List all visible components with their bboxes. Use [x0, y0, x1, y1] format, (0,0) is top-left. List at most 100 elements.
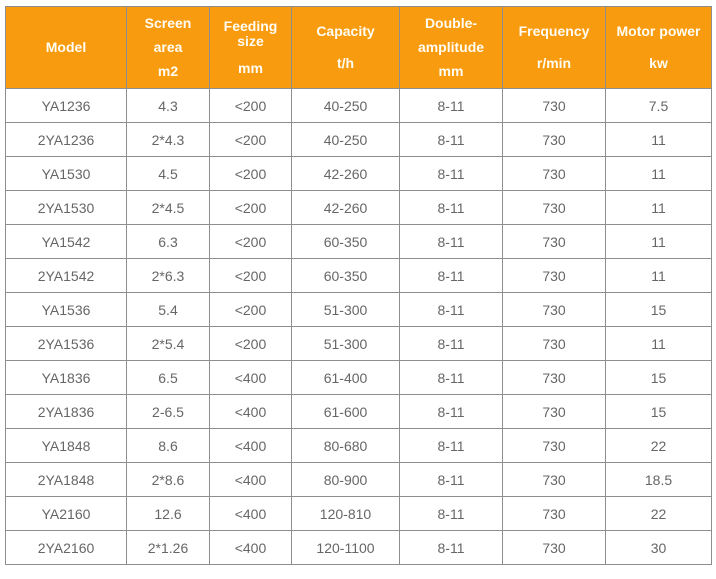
table-cell-motor-power: 11: [605, 156, 712, 191]
table-cell-model: YA1236: [5, 88, 127, 123]
header-label-capacity: Capacity t/h: [293, 8, 399, 88]
table-cell-double-amplitude: 8-11: [399, 360, 503, 395]
header-cell-feeding-size: Feeding size mm: [209, 6, 292, 89]
table-cell-feeding-size: <200: [209, 122, 292, 157]
table-cell-screen-area: 6.3: [126, 224, 210, 259]
table-cell-double-amplitude: 8-11: [399, 292, 503, 327]
table-cell-frequency: 730: [502, 530, 606, 565]
table-row: YA1536 5.4 <200 51-300 8-11 730 15: [5, 292, 712, 327]
table-cell-frequency: 730: [502, 292, 606, 327]
table-cell-model: 2YA1542: [5, 258, 127, 293]
table-row: 2YA1530 2*4.5 <200 42-260 8-11 730 11: [5, 190, 712, 225]
table-row: 2YA2160 2*1.26 <400 120-1100 8-11 730 30: [5, 530, 712, 565]
table-cell-frequency: 730: [502, 190, 606, 225]
header-line: mm: [438, 62, 464, 79]
table-cell-model: YA1848: [5, 428, 127, 463]
header-cell-model: Model: [5, 6, 127, 89]
table-cell-screen-area: 8.6: [126, 428, 210, 463]
table-cell-capacity: 42-260: [291, 190, 400, 225]
table-cell-capacity: 61-400: [291, 360, 400, 395]
table-cell-double-amplitude: 8-11: [399, 156, 503, 191]
table-row: 2YA1848 2*8.6 <400 80-900 8-11 730 18.5: [5, 462, 712, 497]
table-cell-feeding-size: <400: [209, 462, 292, 497]
table-body: YA1236 4.3 <200 40-250 8-11 730 7.5 2YA1236 2*4.…: [5, 88, 712, 565]
header-line: amplitude: [417, 39, 485, 55]
table-cell-model: 2YA1530: [5, 190, 127, 225]
table-cell-feeding-size: <200: [209, 88, 292, 123]
table-cell-capacity: 120-1100: [291, 530, 400, 565]
header-label-motor-power: Motor power kw: [607, 8, 711, 88]
table-cell-motor-power: 7.5: [605, 88, 712, 123]
table-cell-motor-power: 11: [605, 258, 712, 293]
table-cell-double-amplitude: 8-11: [399, 258, 503, 293]
header-line: Screen: [144, 15, 192, 32]
table-cell-feeding-size: <200: [209, 326, 292, 361]
table-cell-capacity: 60-350: [291, 224, 400, 259]
header-line: Feeding size: [223, 18, 278, 50]
table-cell-feeding-size: <200: [209, 292, 292, 327]
table-cell-frequency: 730: [502, 428, 606, 463]
table-cell-motor-power: 22: [605, 428, 712, 463]
header-line: Capacity: [316, 23, 375, 40]
table-cell-screen-area: 2-6.5: [126, 394, 210, 429]
table-cell-capacity: 120-810: [291, 496, 400, 531]
table-cell-double-amplitude: 8-11: [399, 190, 503, 225]
table-cell-double-amplitude: 8-11: [399, 496, 503, 531]
table-cell-motor-power: 18.5: [605, 462, 712, 497]
header-cell-frequency: Frequency r/min: [502, 6, 606, 89]
header-line: Frequency: [518, 23, 590, 40]
table-cell-double-amplitude: 8-11: [399, 88, 503, 123]
table-cell-motor-power: 30: [605, 530, 712, 565]
table-cell-model: YA1530: [5, 156, 127, 191]
table-cell-model: 2YA1236: [5, 122, 127, 157]
table-cell-feeding-size: <400: [209, 496, 292, 531]
table-cell-model: YA1542: [5, 224, 127, 259]
table-cell-capacity: 40-250: [291, 122, 400, 157]
table-cell-capacity: 61-600: [291, 394, 400, 429]
table-row: 2YA1542 2*6.3 <200 60-350 8-11 730 11: [5, 258, 712, 293]
table-cell-screen-area: 5.4: [126, 292, 210, 327]
table-cell-model: YA1836: [5, 360, 127, 395]
header-line: r/min: [536, 54, 572, 71]
table-cell-feeding-size: <400: [209, 394, 292, 429]
table-cell-double-amplitude: 8-11: [399, 224, 503, 259]
table-cell-screen-area: 2*6.3: [126, 258, 210, 293]
vibrating-screen-spec-table: Model Screen area m2 Feeding size mm: [5, 6, 712, 565]
table-cell-model: 2YA1836: [5, 394, 127, 429]
table-cell-capacity: 80-900: [291, 462, 400, 497]
table-cell-model: 2YA2160: [5, 530, 127, 565]
header-label-screen-area: Screen area m2: [128, 8, 209, 88]
table-cell-capacity: 60-350: [291, 258, 400, 293]
table-cell-screen-area: 2*4.3: [126, 122, 210, 157]
table-cell-frequency: 730: [502, 462, 606, 497]
table-row: 2YA1236 2*4.3 <200 40-250 8-11 730 11: [5, 122, 712, 157]
table-cell-screen-area: 12.6: [126, 496, 210, 531]
header-line: t/h: [336, 54, 355, 71]
table-cell-screen-area: 2*8.6: [126, 462, 210, 497]
table-cell-frequency: 730: [502, 326, 606, 361]
table-cell-screen-area: 2*1.26: [126, 530, 210, 565]
table-cell-frequency: 730: [502, 394, 606, 429]
header-line: Model: [45, 39, 87, 55]
header-cell-screen-area: Screen area m2: [126, 6, 210, 89]
table-cell-double-amplitude: 8-11: [399, 122, 503, 157]
header-cell-capacity: Capacity t/h: [291, 6, 400, 89]
table-cell-screen-area: 4.5: [126, 156, 210, 191]
table-cell-motor-power: 11: [605, 190, 712, 225]
table-cell-frequency: 730: [502, 156, 606, 191]
table-cell-feeding-size: <400: [209, 530, 292, 565]
table-row: 2YA1836 2-6.5 <400 61-600 8-11 730 15: [5, 394, 712, 429]
table-cell-frequency: 730: [502, 258, 606, 293]
header-label-feeding-size: Feeding size mm: [211, 8, 291, 88]
table-cell-double-amplitude: 8-11: [399, 462, 503, 497]
table-cell-capacity: 42-260: [291, 156, 400, 191]
table-cell-model: 2YA1848: [5, 462, 127, 497]
table-cell-screen-area: 6.5: [126, 360, 210, 395]
header-label-model: Model: [7, 8, 126, 88]
header-line: mm: [238, 59, 263, 76]
table-cell-motor-power: 15: [605, 394, 712, 429]
table-cell-feeding-size: <200: [209, 156, 292, 191]
header-line: Double-: [424, 15, 478, 32]
header-label-frequency: Frequency r/min: [504, 8, 605, 88]
